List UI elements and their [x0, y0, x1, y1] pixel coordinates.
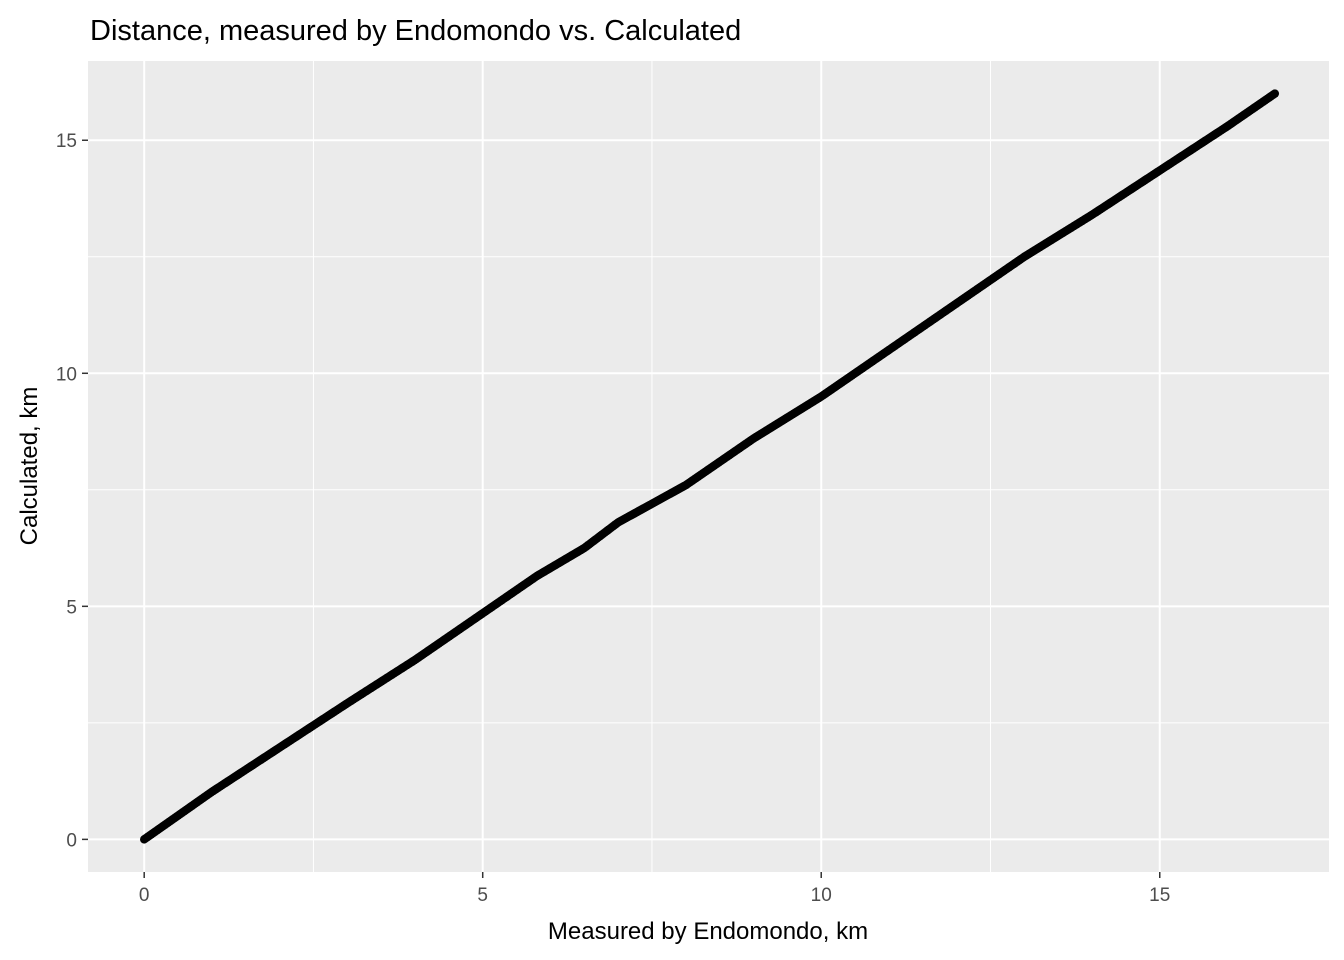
x-tick-label: 10 — [811, 885, 832, 906]
x-tick-label: 5 — [477, 885, 488, 906]
x-tick-label: 0 — [139, 885, 150, 906]
major-gridlines — [88, 61, 1329, 872]
x-tick-label: 15 — [1149, 885, 1170, 906]
data-points — [139, 89, 1280, 844]
x-axis: 0 5 10 15 — [139, 872, 1170, 906]
y-tick-label: 10 — [56, 364, 77, 385]
data-point — [1270, 89, 1280, 98]
y-tick-label: 15 — [56, 131, 77, 152]
minor-gridlines — [88, 61, 1329, 872]
y-axis-title: Calculated, km — [16, 387, 43, 546]
y-tick-label: 0 — [66, 830, 77, 851]
y-axis: 0 5 10 15 — [56, 131, 88, 851]
x-axis-title: Measured by Endomondo, km — [548, 918, 868, 945]
y-tick-label: 5 — [66, 597, 77, 618]
chart-title: Distance, measured by Endomondo vs. Calc… — [90, 15, 741, 47]
